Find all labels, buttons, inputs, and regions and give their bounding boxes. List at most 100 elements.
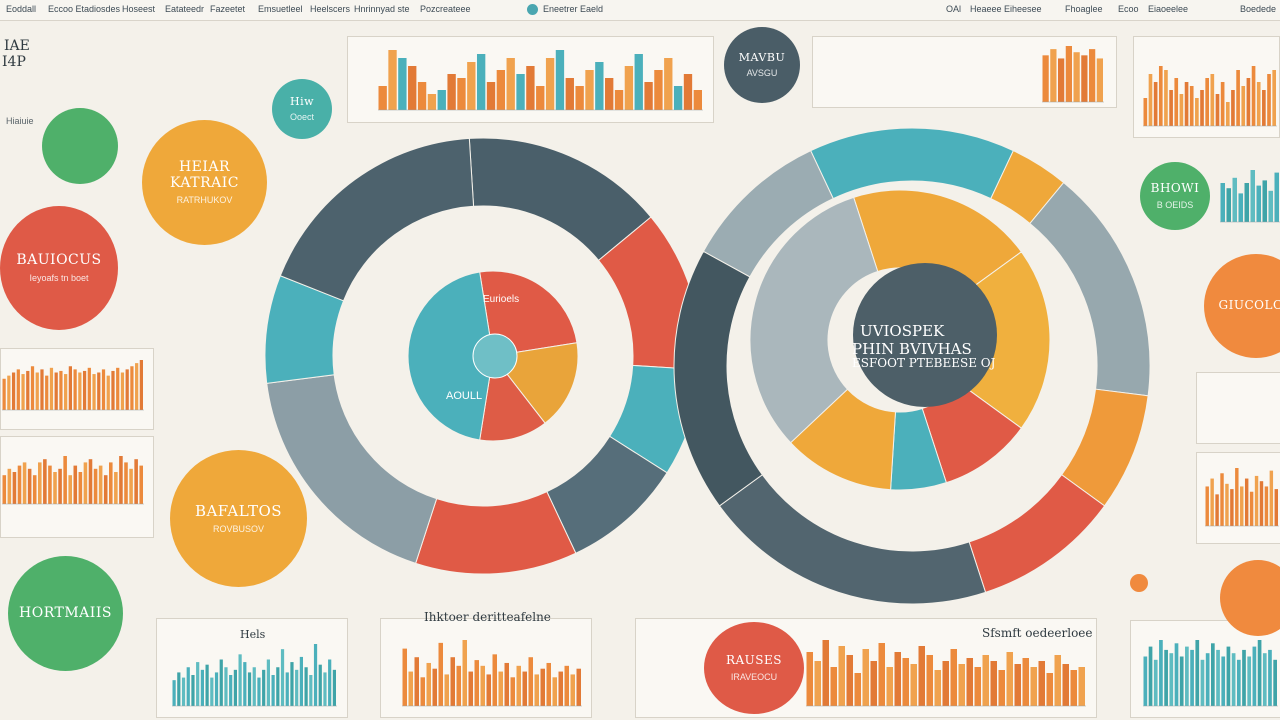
bottom-right-bar-32 [1062, 664, 1069, 706]
bubble-right-orange: GIUCOLOD [1204, 254, 1280, 358]
left-mid-bar-19 [92, 374, 96, 410]
left-donut-inner-label: AOULL [446, 390, 483, 402]
bottom-teal-bar-17 [252, 667, 256, 706]
right-top-bar-25 [1272, 70, 1276, 126]
right-teal-bar-1 [1226, 188, 1231, 222]
bottom-teal-bar-31 [318, 664, 322, 706]
bottom-orange-bar-15 [492, 654, 497, 706]
top-right-orange-bar-2 [1058, 58, 1065, 102]
right-low-bar-9 [1249, 491, 1254, 526]
toolbar-item[interactable]: Fhoaglee [1065, 4, 1103, 14]
bottom-right-bar-33 [1070, 670, 1077, 706]
top-mid-bar-10 [476, 54, 486, 110]
top-mid-bar-5 [427, 94, 437, 110]
bottom-orange-bar-29 [576, 668, 581, 706]
bottom-far-right-bar-0 [1143, 656, 1148, 706]
right-teal-bar-2 [1232, 177, 1237, 222]
bottom-far-right-bar-8 [1185, 646, 1189, 706]
bottom-teal-bar-22 [276, 667, 280, 706]
top-mid-bar-16 [536, 86, 545, 110]
right-teal-bar-3 [1238, 193, 1243, 222]
toolbar-item[interactable]: Ecoo [1118, 4, 1139, 14]
bottom-teal-bar-32 [323, 672, 327, 706]
left-donut-center-label: Eurioels [483, 294, 520, 305]
bottom-teal-bar-1 [177, 672, 181, 706]
toolbar-item[interactable]: Hnrinnyad ste [354, 4, 410, 14]
bottom-far-right-bar-5 [1169, 653, 1174, 706]
right-top-bar-20 [1246, 78, 1251, 126]
toolbar-item[interactable]: Eoddall [6, 4, 37, 14]
bottom-orange-bar-26 [558, 671, 563, 706]
left-low-bar-21 [109, 462, 113, 504]
left-mid-bar-24 [116, 367, 120, 410]
left-low-bar-10 [53, 472, 57, 504]
right-donut-center-l1: UVIOSPEK [860, 322, 945, 340]
toolbar-item[interactable]: Heelscers [310, 4, 351, 14]
bottom-right-bar-3 [830, 667, 837, 706]
top-mid-bar-17 [545, 58, 555, 110]
toolbar-item[interactable]: Emsuetleel [258, 4, 303, 14]
toolbar-item[interactable]: Fazeetet [210, 4, 246, 14]
top-mid-bar-14 [516, 74, 525, 110]
bottom-orange-bar-9 [456, 665, 461, 706]
left-low-bar-1 [7, 468, 12, 504]
left-outer-slice-7 [279, 137, 475, 302]
right-top-bar-2 [1153, 82, 1158, 126]
bubble-top-teal: MAVBU AVSGU [724, 27, 800, 103]
bottom-right-bar-30 [1046, 673, 1053, 706]
left-mid-bar-13 [64, 374, 68, 410]
left-low-bar-18 [93, 468, 98, 504]
bottom-teal-bar-12 [229, 675, 233, 706]
left-low-bar-15 [78, 472, 83, 504]
bottom-right-bar-16 [934, 670, 941, 706]
left-low-bar-2 [12, 472, 17, 504]
toolbar-item[interactable]: Pozcreateee [420, 4, 471, 14]
left-low-bar-13 [68, 475, 72, 504]
right-low-bar-5 [1230, 489, 1234, 526]
bottom-teal-bar-7 [205, 664, 209, 706]
top-mid-bar-28 [654, 70, 663, 110]
right-low-bar-4 [1225, 483, 1229, 526]
right-inner-slice-5 [749, 196, 879, 444]
bottom-teal-bar-18 [257, 677, 261, 706]
left-mid-bar-14 [68, 366, 72, 410]
bottom-right-bar-8 [870, 661, 877, 706]
bottom-right-bar-10 [886, 667, 893, 706]
top-mid-bar-13 [506, 58, 515, 110]
top-right-orange-bar-1 [1050, 49, 1057, 102]
bottom-teal-bar-3 [186, 667, 190, 706]
toolbar-item[interactable]: Eccoo Etadiosdes [48, 4, 121, 14]
top-mid-bar-6 [437, 90, 446, 110]
toolbar-item[interactable]: Boedede [1240, 4, 1277, 14]
right-top-bar-21 [1251, 66, 1256, 126]
toolbar-item[interactable]: Eiaoeelee [1148, 4, 1189, 14]
bottom-far-right-bar-14 [1216, 649, 1220, 706]
top-mid-bar-29 [664, 58, 673, 110]
left-mid-bar-8 [40, 369, 44, 410]
bubble-small-teal: Hiw Ooect [272, 79, 332, 139]
toolbar-item[interactable]: Heaeee Eiheesee [970, 4, 1042, 14]
left-mid-bar-7 [35, 372, 39, 410]
top-right-orange-bar-3 [1065, 46, 1072, 102]
left-mid-bar-0 [2, 378, 6, 410]
bottom-right-bar-19 [958, 664, 965, 706]
right-low-bar-3 [1220, 473, 1224, 526]
toolbar-item[interactable]: Hoseest [122, 4, 156, 14]
left-low-bar-26 [134, 459, 138, 504]
top-mid-bar-32 [693, 90, 702, 110]
bottom-right-bar-22 [982, 655, 989, 706]
right-low-bar-1 [1210, 478, 1214, 526]
right-top-bar-4 [1164, 70, 1168, 126]
toolbar-item[interactable]: OAl [946, 4, 962, 14]
top-mid-bar-15 [526, 66, 535, 110]
left-sub: Hiaiuie [6, 116, 34, 126]
left-mid-bar-21 [101, 369, 106, 410]
left-low-bar-16 [83, 462, 88, 504]
right-top-bar-23 [1262, 90, 1266, 126]
toolbar-item[interactable]: Eatateedr [165, 4, 205, 14]
left-low-bar-4 [22, 462, 27, 504]
right-top-bar-10 [1195, 98, 1199, 126]
right-top-bar-14 [1215, 94, 1220, 126]
left-low-bar-11 [58, 468, 62, 504]
